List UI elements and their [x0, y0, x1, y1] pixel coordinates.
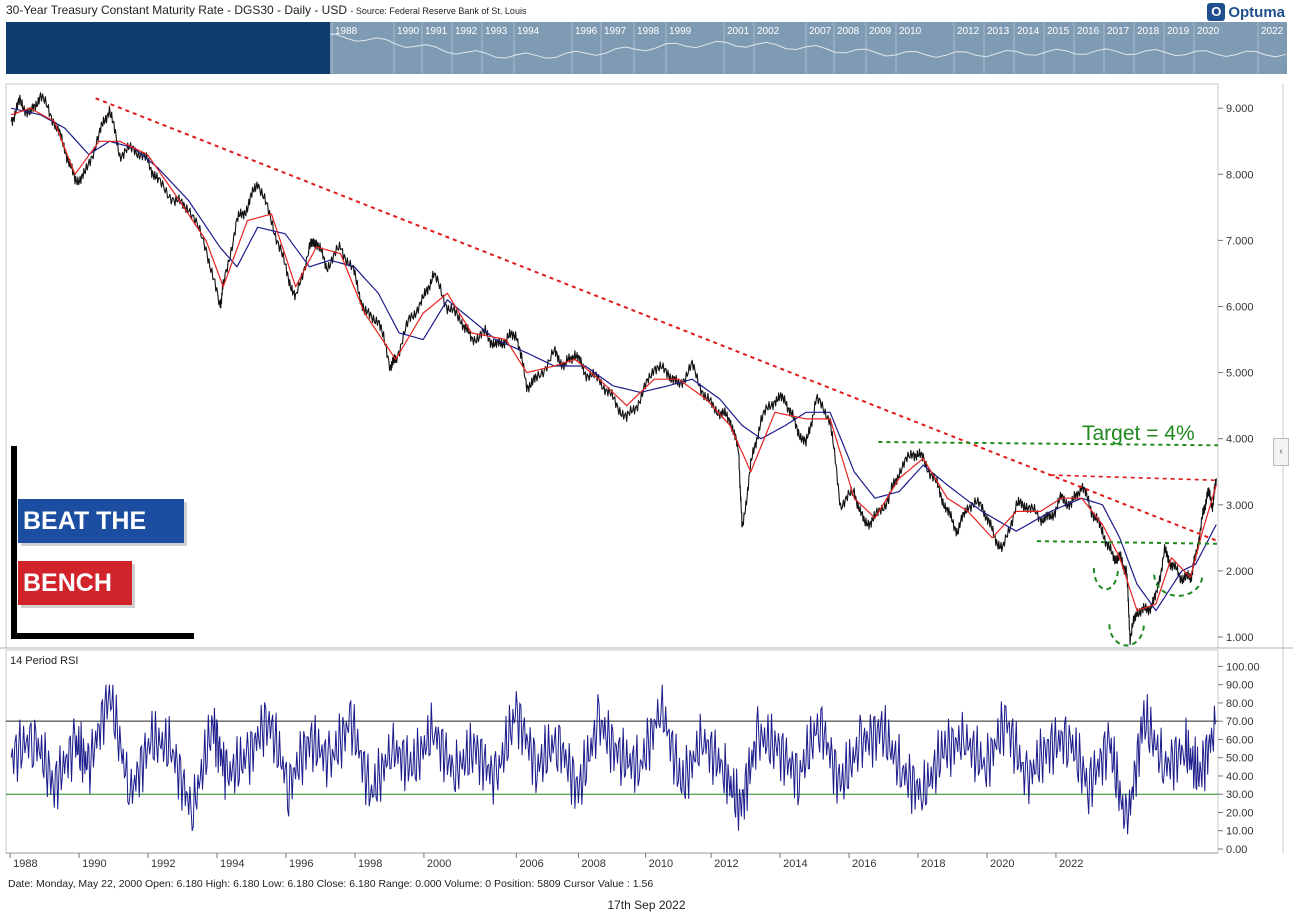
chart-title-main: 30-Year Treasury Constant Maturity Rate …	[6, 3, 348, 17]
price-y-tick-label: 5.000	[1226, 368, 1254, 380]
price-y-tick-label: 9.000	[1226, 103, 1254, 115]
downtrend-resistance-line	[95, 97, 1218, 543]
navigator-year-label: 1994	[517, 26, 540, 37]
navigator-year-label: 2015	[1047, 26, 1070, 37]
badge-line1-box	[18, 499, 184, 543]
rsi-y-tick-label: 60.00	[1226, 734, 1254, 746]
price-panel-frame	[5, 83, 1219, 649]
rsi-y-tick-label: 0.00	[1226, 844, 1247, 856]
navigator-year-label: 1991	[425, 26, 448, 37]
pattern-shoulder-arc	[1108, 624, 1145, 647]
cursor-status-bar: Date: Monday, May 22, 2000 Open: 6.180 H…	[8, 878, 654, 890]
badge-bracket	[11, 446, 194, 639]
navigator-year-label: 1999	[669, 26, 692, 37]
navigator-year-label: 2014	[1017, 26, 1040, 37]
rsi-y-tick-label: 90.00	[1226, 680, 1254, 692]
target-line	[878, 441, 1218, 447]
chart-source: - Source: Federal Reserve Bank of St. Lo…	[350, 6, 527, 16]
navigator-year-label: 2008	[837, 26, 860, 37]
optuma-logo-text: Optuma	[1228, 3, 1285, 21]
rsi-y-tick-label: 50.00	[1226, 753, 1254, 765]
badge-line2-text: BENCH	[23, 569, 112, 597]
rsi-y-tick-label: 80.00	[1226, 698, 1254, 710]
x-axis-tick-label: 2020	[990, 858, 1014, 870]
x-axis-tick-label: 2008	[581, 858, 605, 870]
rsi-series-line	[10, 684, 1216, 835]
pattern-shoulder-arc	[1153, 574, 1204, 597]
x-axis-tick-label: 1994	[220, 858, 244, 870]
x-axis-tick-label: 1988	[13, 858, 37, 870]
x-axis-tick-label: 2016	[852, 858, 876, 870]
navigator-year-label: 2019	[1167, 26, 1190, 37]
navigator-year-label: 1998	[637, 26, 660, 37]
x-axis-tick-label: 1996	[289, 858, 313, 870]
x-axis-tick-label: 2000	[427, 858, 451, 870]
price-y-tick-label: 8.000	[1226, 169, 1254, 181]
price-y-tick-label: 6.000	[1226, 302, 1254, 314]
navigator-year-label: 2012	[957, 26, 980, 37]
x-axis-tick-label: 2012	[714, 858, 738, 870]
neckline	[1036, 540, 1218, 545]
short-moving-average-line	[10, 107, 1217, 612]
chart-date: 17th Sep 2022	[607, 898, 686, 912]
navigator-year-label: 2010	[899, 26, 922, 37]
optuma-logo-icon: O	[1207, 3, 1226, 21]
long-moving-average-line	[11, 107, 1217, 612]
badge-line1-text: BEAT THE	[23, 507, 146, 535]
pattern-shoulder-arc	[1092, 568, 1120, 591]
navigator-year-label: 1990	[397, 26, 420, 37]
navigator-year-label: 2007	[809, 26, 832, 37]
rsi-y-tick-label: 40.00	[1226, 771, 1254, 783]
rsi-y-tick-label: 100.00	[1226, 661, 1260, 673]
chart-area[interactable]: 9.000 8.000 7.000 6.000 5.000 4.000 3.000 2.000…	[0, 74, 1293, 874]
rsi-y-tick-label: 10.00	[1226, 826, 1254, 838]
navigator-year-label: 1997	[604, 26, 627, 37]
price-y-tick-label: 3.000	[1226, 500, 1254, 512]
navigator-year-label: 2002	[757, 26, 780, 37]
x-axis-tick-label: 1990	[82, 858, 106, 870]
navigator-year-label: 1988	[335, 26, 358, 37]
x-axis-tick-label: 2018	[921, 858, 945, 870]
navigator-year-label: 1996	[575, 26, 598, 37]
navigator-year-label: 2018	[1137, 26, 1160, 37]
navigator-year-label: 2022	[1261, 26, 1284, 37]
recent-resistance-line	[1050, 474, 1218, 482]
target-label: Target = 4%	[1082, 422, 1195, 445]
optuma-logo: O Optuma	[1207, 2, 1285, 22]
x-axis-tick-label: 2014	[783, 858, 807, 870]
navigator-year-label: 2016	[1077, 26, 1100, 37]
badge-line2-box	[18, 561, 132, 605]
panel-collapse-button[interactable]: ‹	[1273, 438, 1289, 466]
x-axis-tick-label: 2006	[519, 858, 543, 870]
date-navigator[interactable]: 1977197919801981198219831985198619871988…	[6, 22, 1287, 74]
x-axis-tick-label: 2010	[649, 858, 673, 870]
price-y-tick-label: 2.000	[1226, 566, 1254, 578]
x-axis-tick-label: 2022	[1059, 858, 1083, 870]
price-y-tick-label: 4.000	[1226, 434, 1254, 446]
x-axis-tick-label: 1992	[151, 858, 175, 870]
rsi-title: 14 Period RSI	[10, 655, 78, 667]
rsi-y-tick-label: 70.00	[1226, 716, 1254, 728]
navigator-year-label: 2013	[987, 26, 1010, 37]
rsi-y-tick-label: 20.00	[1226, 807, 1254, 819]
rsi-y-tick-label: 30.00	[1226, 789, 1254, 801]
navigator-year-label: 1992	[455, 26, 478, 37]
navigator-year-label: 2020	[1197, 26, 1220, 37]
price-y-tick-label: 7.000	[1226, 235, 1254, 247]
navigator-year-label: 1993	[485, 26, 508, 37]
navigator-selection-window[interactable]	[6, 22, 330, 74]
chart-title-bar: 30-Year Treasury Constant Maturity Rate …	[0, 0, 1293, 22]
chart-title: 30-Year Treasury Constant Maturity Rate …	[6, 3, 526, 17]
navigator-year-label: 2009	[869, 26, 892, 37]
price-y-tick-label: 1.000	[1226, 632, 1254, 644]
x-axis-tick-label: 1998	[358, 858, 382, 870]
price-series-line	[10, 92, 1217, 646]
navigator-year-label: 2017	[1107, 26, 1130, 37]
navigator-year-label: 2001	[727, 26, 750, 37]
